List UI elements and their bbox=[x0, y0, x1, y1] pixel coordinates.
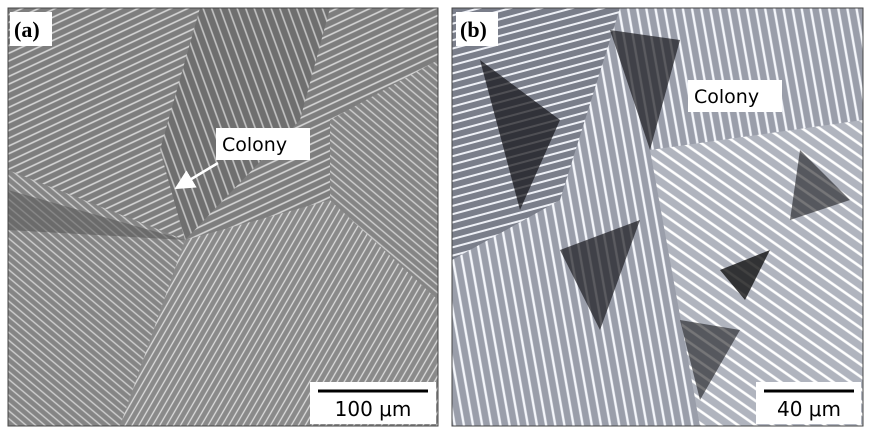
micrograph-a bbox=[8, 8, 438, 426]
scale-bar-label: 40 μm bbox=[777, 397, 841, 421]
panel-label: (b) bbox=[460, 17, 487, 42]
panel-label: (a) bbox=[14, 17, 40, 42]
scale-bar-label: 100 μm bbox=[335, 397, 412, 421]
annotation: Colony bbox=[694, 86, 759, 108]
figure: (a) Colony 100 μm (b) Colony 40 μm bbox=[0, 0, 870, 429]
annotation: Colony bbox=[222, 134, 287, 156]
micrograph-b bbox=[452, 8, 863, 426]
